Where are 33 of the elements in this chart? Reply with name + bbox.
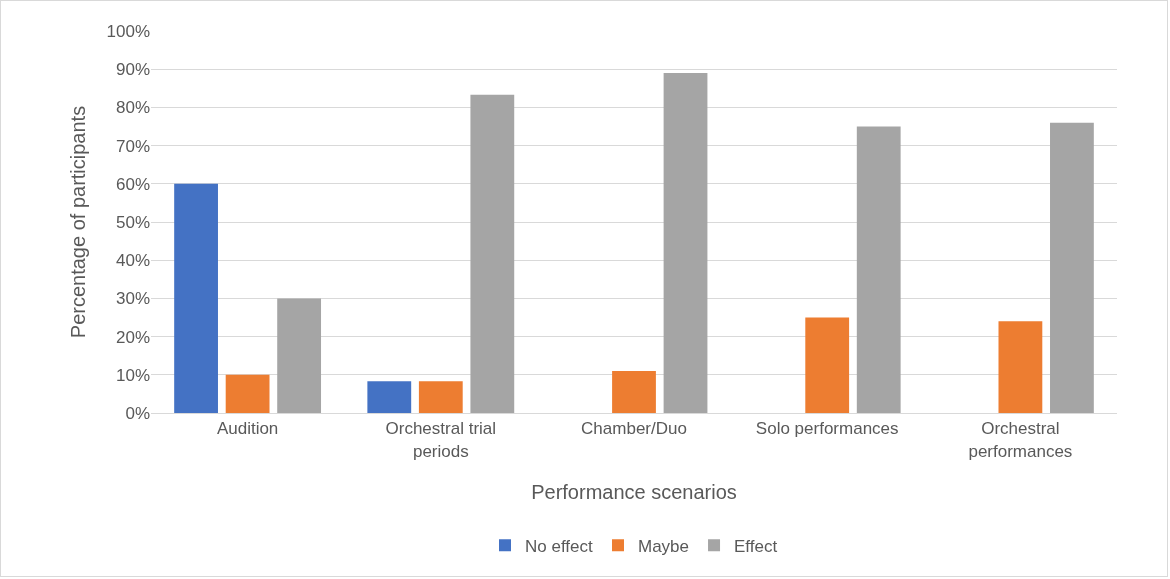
bar bbox=[418, 381, 463, 413]
bar bbox=[174, 183, 218, 413]
x-axis-title: Performance scenarios bbox=[531, 481, 737, 503]
legend-label: No effect bbox=[525, 536, 593, 556]
bar bbox=[998, 321, 1043, 413]
y-tick-label: 100% bbox=[106, 21, 150, 41]
x-tick-label: Chamber/Duo bbox=[581, 419, 687, 439]
bar bbox=[225, 374, 270, 413]
bar bbox=[856, 126, 901, 413]
y-tick-label: 30% bbox=[115, 289, 150, 309]
x-tick-label: Orchestral performances bbox=[968, 419, 1073, 461]
y-tick-label: 20% bbox=[115, 327, 150, 347]
bar bbox=[612, 370, 656, 413]
bar bbox=[277, 298, 322, 413]
y-axis-title: Percentage of participants bbox=[67, 105, 90, 339]
bar bbox=[470, 94, 515, 413]
y-tick-label: 90% bbox=[115, 60, 150, 80]
y-tick-label: 60% bbox=[115, 174, 150, 194]
y-tick-label: 40% bbox=[115, 251, 150, 271]
legend-label: Effect bbox=[734, 536, 778, 556]
y-tick-label: 50% bbox=[115, 212, 150, 232]
y-tick-label: 10% bbox=[115, 365, 150, 385]
legend-label: Maybe bbox=[638, 536, 690, 556]
x-tick-label: Solo performances bbox=[755, 419, 899, 439]
x-tick-label: Audition bbox=[216, 419, 279, 439]
y-tick-label: 80% bbox=[115, 98, 150, 118]
bar bbox=[663, 73, 708, 413]
y-tick-label: 70% bbox=[115, 136, 150, 156]
bar bbox=[805, 317, 850, 413]
bar bbox=[1050, 122, 1094, 413]
x-tick-label: Orchestral trial periods bbox=[385, 419, 497, 461]
y-tick-label: 0% bbox=[125, 403, 150, 423]
bar bbox=[367, 381, 412, 413]
